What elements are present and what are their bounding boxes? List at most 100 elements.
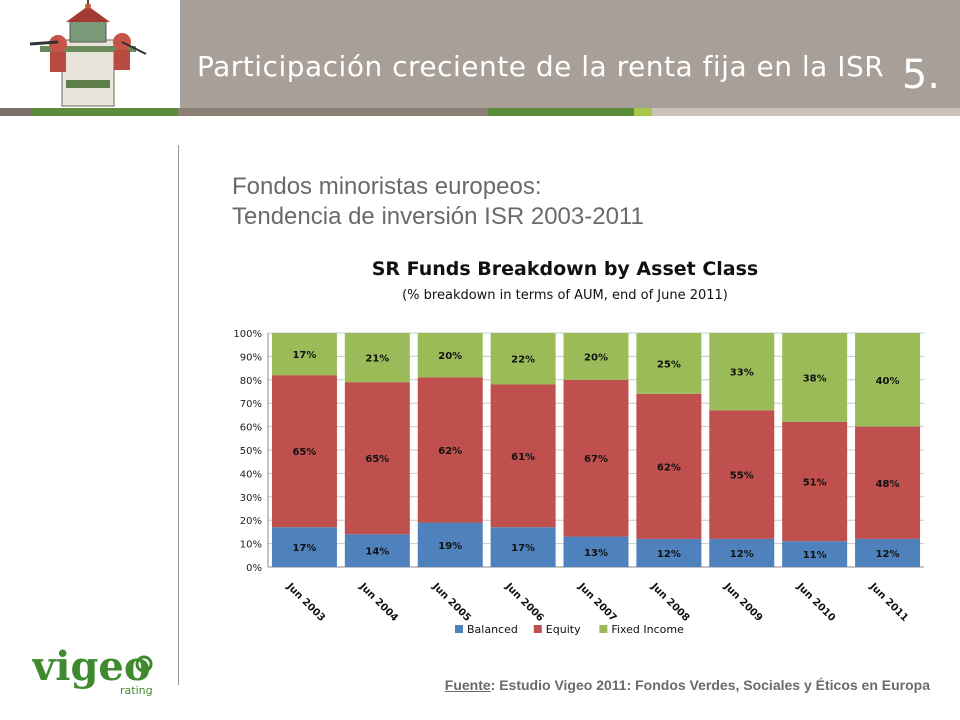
header-stripe-mid-green <box>488 108 634 116</box>
data-label: 33% <box>730 368 754 379</box>
y-tick-label: 0% <box>246 563 262 574</box>
bar-segment <box>855 426 921 539</box>
data-label: 22% <box>511 355 535 366</box>
bar-segment <box>563 333 629 380</box>
chart-subtitle: (% breakdown in terms of AUM, end of Jun… <box>402 288 728 303</box>
header-stripe-brown <box>178 108 488 116</box>
page-title: Participación creciente de la renta fija… <box>197 50 885 83</box>
y-tick-label: 70% <box>240 399 262 410</box>
bar-segment <box>271 375 337 528</box>
data-label: 17% <box>292 543 316 554</box>
vigeo-logo: vigeo rating <box>31 642 162 712</box>
bar-segment <box>417 522 483 567</box>
data-label: 19% <box>438 541 462 552</box>
bar-segment <box>636 393 702 539</box>
bar-segment <box>490 527 556 567</box>
data-label: 65% <box>292 447 316 458</box>
bar-segment <box>417 377 483 523</box>
data-label: 13% <box>584 548 608 559</box>
bar-segment <box>636 538 702 567</box>
y-tick-label: 60% <box>240 423 262 434</box>
y-tick-label: 40% <box>240 469 262 480</box>
header-bar <box>180 0 960 108</box>
data-label: 25% <box>657 359 681 370</box>
x-tick-label: Jun 2006 <box>502 581 545 624</box>
x-tick-label: Jun 2010 <box>794 581 837 624</box>
source-label: Fuente <box>444 677 491 693</box>
vertical-divider <box>178 145 179 685</box>
chart-title: SR Funds Breakdown by Asset Class <box>371 258 759 280</box>
data-label: 17% <box>511 543 535 554</box>
bar-segment <box>271 527 337 567</box>
bar-segment <box>271 333 337 376</box>
subtitle-line-2: Tendencia de inversión ISR 2003-2011 <box>232 203 644 230</box>
data-label: 62% <box>657 462 681 473</box>
legend-label: Balanced <box>467 623 518 636</box>
x-tick-label: Jun 2008 <box>648 581 691 624</box>
data-label: 20% <box>438 351 462 362</box>
vigeo-o-ring <box>135 655 153 673</box>
header-stripe-right <box>652 108 960 116</box>
data-label: 67% <box>584 454 608 465</box>
data-label: 11% <box>803 550 827 561</box>
lighthouse-logo <box>0 0 178 108</box>
section-number: 5. <box>901 52 940 98</box>
data-label: 20% <box>584 352 608 363</box>
data-label: 14% <box>365 547 389 558</box>
vigeo-logo-mark: vigeo rating <box>31 643 153 697</box>
bar-segment <box>709 410 775 539</box>
data-label: 12% <box>876 549 900 560</box>
vigeo-tagline: rating <box>120 684 153 697</box>
legend-label: Equity <box>546 623 581 636</box>
header-stripe-light-green <box>634 108 652 116</box>
bar-segment <box>563 379 629 537</box>
data-label: 51% <box>803 478 827 489</box>
source-text: : Estudio Vigeo 2011: Fondos Verdes, Soc… <box>490 677 930 693</box>
bar-segment <box>855 538 921 567</box>
legend-swatch <box>455 625 463 633</box>
slide-subtitle: Fondos minoristas europeos: Tendencia de… <box>232 172 644 232</box>
y-tick-label: 100% <box>233 329 262 340</box>
data-label: 38% <box>803 373 827 384</box>
bar-segment <box>417 333 483 378</box>
bar-segment <box>344 382 410 535</box>
bar-segment <box>563 536 629 567</box>
data-label: 62% <box>438 446 462 457</box>
data-label: 48% <box>876 479 900 490</box>
lighthouse-illustration <box>29 0 147 107</box>
x-tick-label: Jun 2007 <box>575 581 618 624</box>
bar-segment <box>782 333 848 422</box>
y-tick-label: 50% <box>240 446 262 457</box>
vigeo-brand-text: vigeo <box>32 643 151 690</box>
bar-segment <box>709 538 775 567</box>
x-tick-label: Jun 2011 <box>867 581 910 624</box>
subtitle-line-1: Fondos minoristas europeos: <box>232 173 542 200</box>
legend-swatch <box>533 625 542 633</box>
x-tick-label: Jun 2005 <box>429 581 472 624</box>
bar-segment <box>490 384 556 528</box>
legend-swatch <box>599 625 608 633</box>
legend-label: Fixed Income <box>611 623 684 636</box>
bar-segment <box>782 421 848 542</box>
bar-segment <box>490 333 556 385</box>
header-stripe-green <box>32 108 178 116</box>
source-note: Fuente: Estudio Vigeo 2011: Fondos Verde… <box>445 677 930 693</box>
y-tick-label: 90% <box>240 352 262 363</box>
bar-segment <box>344 534 410 567</box>
x-tick-label: Jun 2003 <box>284 581 327 624</box>
bar-segment <box>782 541 848 567</box>
data-label: 21% <box>365 354 389 365</box>
data-label: 12% <box>730 549 754 560</box>
y-tick-label: 10% <box>240 540 262 551</box>
x-tick-label: Jun 2009 <box>721 581 764 624</box>
y-tick-label: 30% <box>240 493 262 504</box>
y-tick-label: 20% <box>240 516 262 527</box>
bar-segment <box>709 333 775 411</box>
y-tick-label: 80% <box>240 376 262 387</box>
data-label: 65% <box>365 454 389 465</box>
data-label: 55% <box>730 471 754 482</box>
x-tick-label: Jun 2004 <box>357 581 400 624</box>
data-label: 61% <box>511 452 535 463</box>
bar-segment <box>855 333 921 427</box>
